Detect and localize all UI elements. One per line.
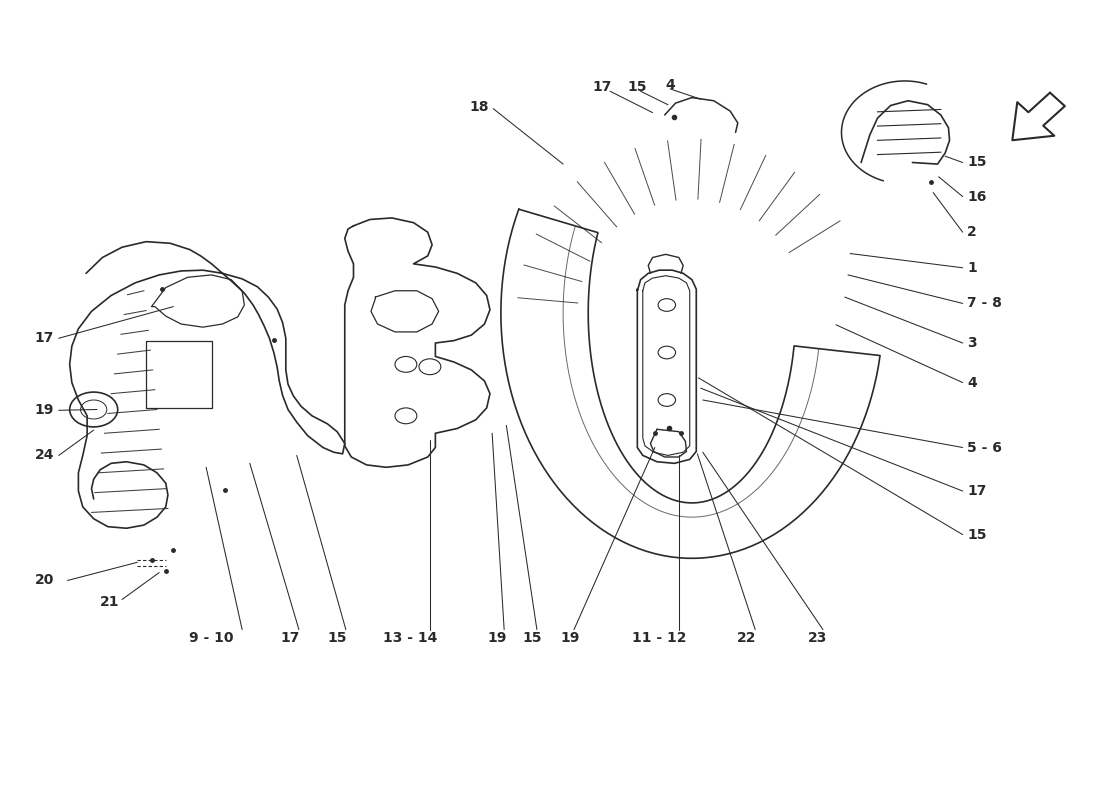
Text: 5 - 6: 5 - 6 [967,441,1002,454]
Text: 23: 23 [807,630,827,645]
Text: 18: 18 [470,100,488,114]
Text: 1: 1 [967,261,977,274]
Text: 7 - 8: 7 - 8 [967,297,1002,310]
Text: 11 - 12: 11 - 12 [631,630,686,645]
Text: 22: 22 [737,630,756,645]
Text: 19: 19 [488,630,507,645]
Text: 17: 17 [967,484,987,498]
Text: 19: 19 [35,403,54,418]
Text: 17: 17 [593,80,612,94]
Text: 24: 24 [35,449,54,462]
Text: 15: 15 [522,630,542,645]
Text: 2: 2 [967,225,977,239]
Text: 13 - 14: 13 - 14 [383,630,438,645]
Text: 3: 3 [967,336,977,350]
Text: 19: 19 [560,630,580,645]
Text: 9 - 10: 9 - 10 [189,630,234,645]
Text: 17: 17 [280,630,300,645]
Text: 16: 16 [967,190,987,203]
Text: 4: 4 [666,78,675,92]
Text: 4: 4 [967,375,977,390]
Text: 15: 15 [628,80,647,94]
Text: 15: 15 [967,527,987,542]
Text: 15: 15 [967,155,987,170]
Text: 21: 21 [100,595,120,609]
Text: 20: 20 [35,574,54,587]
Text: 15: 15 [328,630,346,645]
Text: 17: 17 [35,331,54,346]
